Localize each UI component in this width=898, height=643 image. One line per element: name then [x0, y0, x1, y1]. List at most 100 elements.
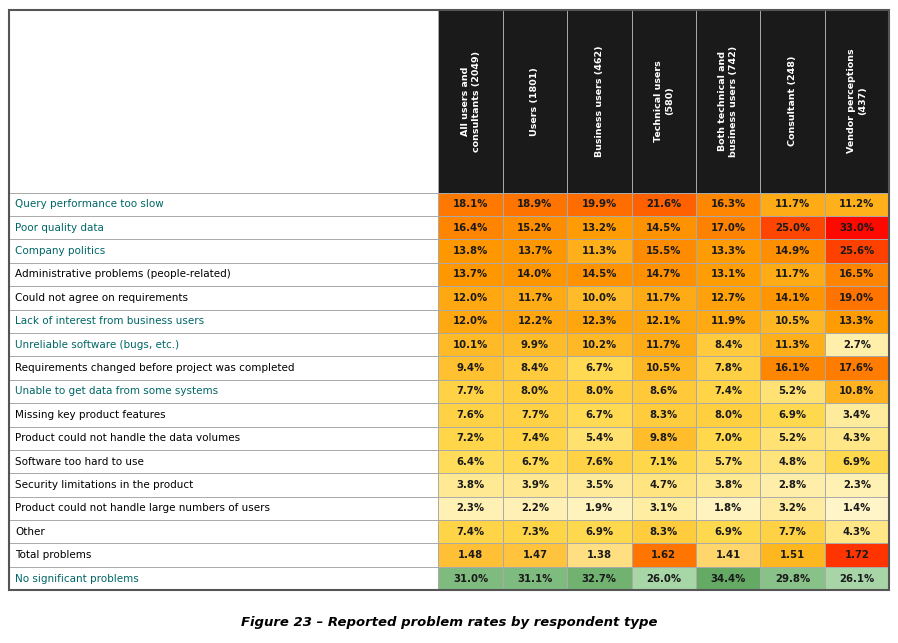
Bar — [568, 286, 631, 309]
Text: 26.1%: 26.1% — [840, 574, 875, 584]
Bar — [631, 543, 696, 567]
Text: 7.3%: 7.3% — [521, 527, 549, 537]
Bar — [824, 473, 889, 496]
Bar — [824, 192, 889, 216]
Text: 10.2%: 10.2% — [582, 340, 617, 350]
Bar — [9, 403, 438, 426]
Text: 12.1%: 12.1% — [646, 316, 682, 326]
Bar — [631, 239, 696, 263]
Text: 31.0%: 31.0% — [453, 574, 489, 584]
Bar — [696, 450, 761, 473]
Text: 9.9%: 9.9% — [521, 340, 549, 350]
Text: Users (1801): Users (1801) — [531, 67, 540, 136]
Text: 21.6%: 21.6% — [646, 199, 682, 209]
Text: Product could not handle the data volumes: Product could not handle the data volume… — [15, 433, 241, 443]
Text: Company politics: Company politics — [15, 246, 106, 256]
Text: Figure 23 – Reported problem rates by respondent type: Figure 23 – Reported problem rates by re… — [241, 615, 657, 629]
Text: 10.5%: 10.5% — [775, 316, 810, 326]
Bar — [568, 380, 631, 403]
Text: Lack of interest from business users: Lack of interest from business users — [15, 316, 205, 326]
Bar — [568, 356, 631, 380]
Text: 7.0%: 7.0% — [714, 433, 742, 443]
Text: 3.5%: 3.5% — [585, 480, 613, 490]
Text: 1.4%: 1.4% — [842, 503, 871, 513]
Bar — [761, 216, 824, 239]
Bar — [503, 10, 568, 192]
Bar — [9, 10, 438, 192]
Bar — [503, 263, 568, 286]
Text: 7.6%: 7.6% — [585, 457, 613, 467]
Bar — [503, 567, 568, 590]
Text: 3.8%: 3.8% — [456, 480, 485, 490]
Bar — [9, 192, 438, 216]
Bar — [696, 309, 761, 333]
Bar — [503, 543, 568, 567]
Text: 2.3%: 2.3% — [843, 480, 871, 490]
Text: Both technical and
business users (742): Both technical and business users (742) — [718, 46, 738, 157]
Text: 3.2%: 3.2% — [779, 503, 806, 513]
Bar — [503, 356, 568, 380]
Text: 8.4%: 8.4% — [714, 340, 743, 350]
Text: 6.9%: 6.9% — [779, 410, 806, 420]
Text: 18.9%: 18.9% — [517, 199, 552, 209]
Text: 10.8%: 10.8% — [839, 386, 875, 396]
Text: 11.9%: 11.9% — [710, 316, 745, 326]
Text: 7.8%: 7.8% — [714, 363, 742, 373]
Text: 6.9%: 6.9% — [585, 527, 613, 537]
Text: 8.3%: 8.3% — [649, 410, 678, 420]
Bar — [503, 239, 568, 263]
Bar — [761, 286, 824, 309]
Bar — [631, 216, 696, 239]
Bar — [438, 496, 503, 520]
Text: 11.7%: 11.7% — [517, 293, 552, 303]
Text: 5.7%: 5.7% — [714, 457, 742, 467]
Text: Administrative problems (people-related): Administrative problems (people-related) — [15, 269, 231, 280]
Bar — [503, 333, 568, 356]
Bar — [824, 216, 889, 239]
Bar — [568, 426, 631, 450]
Bar — [568, 10, 631, 192]
Bar — [631, 263, 696, 286]
Bar — [503, 192, 568, 216]
Bar — [824, 309, 889, 333]
Text: Security limitations in the product: Security limitations in the product — [15, 480, 193, 490]
Text: Could not agree on requirements: Could not agree on requirements — [15, 293, 189, 303]
Bar — [761, 10, 824, 192]
Text: 14.5%: 14.5% — [646, 222, 682, 233]
Bar — [696, 496, 761, 520]
Text: 6.7%: 6.7% — [521, 457, 549, 467]
Text: 13.2%: 13.2% — [582, 222, 617, 233]
Bar — [631, 496, 696, 520]
Bar — [761, 239, 824, 263]
Bar — [438, 380, 503, 403]
Bar — [631, 426, 696, 450]
Text: 14.0%: 14.0% — [517, 269, 552, 280]
Bar — [9, 380, 438, 403]
Text: All users and
consultants (2049): All users and consultants (2049) — [461, 51, 480, 152]
Bar — [696, 263, 761, 286]
Text: 1.41: 1.41 — [716, 550, 741, 560]
Text: 1.9%: 1.9% — [585, 503, 613, 513]
Text: 3.9%: 3.9% — [521, 480, 549, 490]
Bar — [631, 473, 696, 496]
Bar — [761, 356, 824, 380]
Text: 12.3%: 12.3% — [582, 316, 617, 326]
Bar — [568, 192, 631, 216]
Bar — [696, 473, 761, 496]
Text: 4.3%: 4.3% — [842, 527, 871, 537]
Text: 3.1%: 3.1% — [649, 503, 678, 513]
Text: 14.9%: 14.9% — [775, 246, 810, 256]
Text: 8.3%: 8.3% — [649, 527, 678, 537]
Text: 1.51: 1.51 — [779, 550, 806, 560]
Bar — [696, 216, 761, 239]
Bar — [438, 356, 503, 380]
Bar — [696, 192, 761, 216]
Bar — [824, 263, 889, 286]
Text: 3.8%: 3.8% — [714, 480, 743, 490]
Bar — [438, 192, 503, 216]
Text: 7.6%: 7.6% — [456, 410, 485, 420]
Text: 7.7%: 7.7% — [521, 410, 549, 420]
Text: 4.3%: 4.3% — [842, 433, 871, 443]
Text: 25.0%: 25.0% — [775, 222, 810, 233]
Text: 1.72: 1.72 — [844, 550, 869, 560]
